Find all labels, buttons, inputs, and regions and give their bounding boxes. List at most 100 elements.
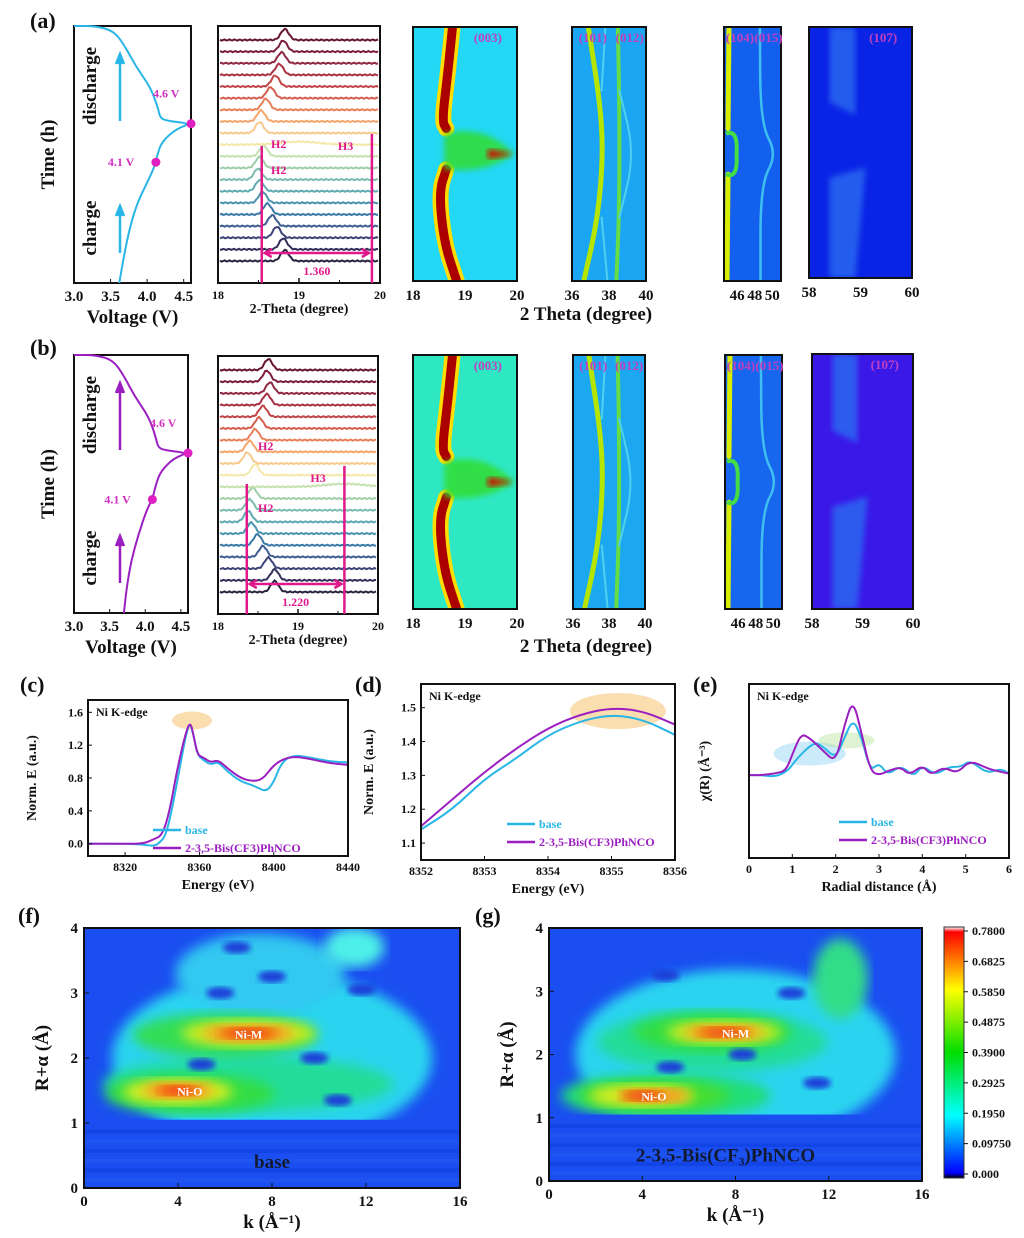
y-tick-label: 0.4	[68, 804, 83, 818]
feature-label-ni-m: Ni-M	[235, 1027, 262, 1041]
panel-label-d: (d)	[355, 672, 382, 697]
x-tick-label: 8320	[113, 860, 137, 874]
x-axis-label: 2-Theta (degree)	[250, 302, 349, 317]
x-tick-label: 58	[802, 285, 817, 301]
y-tick-label: 1.6	[68, 705, 83, 719]
voltage-curve	[74, 354, 185, 614]
h3-104-peak	[726, 458, 740, 506]
e-ft-exafs-group: 0 1 2 3 4 5 6 Radial distance (Å) Ni K-edge base 2…	[746, 683, 1012, 895]
x-tick-label: 60	[906, 616, 921, 632]
heatmap-content	[413, 355, 517, 609]
peak-015-band	[758, 27, 775, 281]
x-tick-label: 8353	[473, 864, 497, 878]
panel-label-c: (c)	[20, 672, 44, 697]
intensity-contour	[812, 938, 868, 1019]
x-axis-label: Voltage (V)	[85, 637, 177, 658]
x-tick-label: 4.0	[136, 619, 155, 635]
heatmap-subpanel: 36 38 40 (101) (012)	[566, 354, 653, 632]
y-tick-label: 0	[536, 1174, 544, 1190]
y-tick-label: 1.2	[68, 738, 83, 752]
x-tick-label: 8354	[536, 864, 560, 878]
peak-012-band	[614, 27, 622, 281]
intensity-contour	[324, 928, 385, 968]
h3-phase-region	[444, 459, 514, 499]
h3-phase-region	[444, 131, 514, 171]
heatmap-background	[572, 27, 646, 281]
peak-101-band	[582, 355, 605, 609]
annotation-4.6V: 4.6 V	[153, 87, 180, 101]
legend-label-additive: 2-3,5-Bis(CF3)PhNCO	[539, 835, 655, 849]
intensity-minimum	[300, 1052, 329, 1064]
y-tick-label: 1.3	[401, 768, 416, 782]
wavelet-content: Ni-O Ni-M base	[84, 928, 460, 1188]
feature-label-ni-m: Ni-M	[722, 1026, 749, 1040]
shift-value: 1.360	[303, 264, 330, 278]
peak-003-band	[438, 27, 457, 134]
y-tick-label: 3	[536, 984, 544, 1000]
x-tick-label: 59	[855, 616, 870, 632]
xrd-scan-trace	[219, 74, 379, 89]
heatmap-subpanel: 46 48 50 (104) (015)	[723, 26, 783, 304]
xrd-scan-trace	[219, 544, 377, 559]
x-axis-label: Energy (eV)	[182, 878, 255, 893]
plot-frame	[808, 26, 913, 279]
x-tick-label: 4.0	[138, 289, 157, 305]
hkl-label: (012)	[615, 358, 643, 373]
x-tick-label: 0	[746, 862, 752, 876]
xrd-scan-trace	[219, 226, 379, 240]
double-arrow-icon	[262, 247, 372, 259]
peak-101-band	[581, 27, 605, 281]
x-tick-label: 38	[602, 288, 617, 304]
xrd-scan-trace	[219, 248, 379, 263]
heatmap-background	[573, 355, 645, 609]
low-r-stripe	[549, 1152, 922, 1157]
arrow-up-icon	[114, 202, 126, 253]
intensity-contour	[158, 1085, 198, 1096]
xrd-scan-trace	[220, 381, 377, 396]
xrd-scan-trace	[219, 427, 377, 442]
xrd-scan-trace	[219, 404, 377, 419]
x-tick-label: 5	[963, 862, 969, 876]
feature-label-ni-o: Ni-O	[641, 1090, 666, 1104]
x-axis-label: Energy (eV)	[512, 882, 585, 897]
low-r-stripe	[549, 1171, 922, 1176]
voltage-marker-4.1V	[147, 494, 157, 504]
peak-107-band	[829, 167, 866, 278]
heatmap-background	[812, 354, 913, 609]
xrd-scan-trace	[219, 190, 379, 205]
x-tick-label: 4	[174, 1194, 182, 1210]
annotation-4.1V: 4.1 V	[108, 155, 135, 169]
peak-104-band	[724, 171, 731, 281]
x-tick-label: 8	[268, 1194, 276, 1210]
x-tick-label: 8356	[663, 864, 687, 878]
y-tick-label: 1.2	[401, 802, 416, 816]
intensity-minimum	[728, 1048, 757, 1061]
y-tick-label: 1.4	[401, 735, 416, 749]
arrow-up-icon	[114, 379, 126, 450]
colorbar-tick-label: 0.5850	[972, 985, 1005, 999]
x-tick-label: 6	[1006, 862, 1012, 876]
low-r-stripe	[84, 1168, 460, 1173]
y-tick-label: 2	[536, 1048, 544, 1064]
colorbar-tick-label: 0.3900	[972, 1046, 1005, 1060]
xrd-scan-trace	[219, 497, 377, 512]
x-tick-label: 12	[821, 1187, 836, 1203]
b-heatmaps-group: 18 19 20 (003) 36 38 40 (101) (012) 46 48 50 (104) (0…	[406, 353, 921, 657]
panel-label-e: (e)	[693, 672, 717, 697]
xrd-scan-trace	[219, 520, 377, 536]
c-xanes-group: 8320 8360 8400 8440 0.0 0.4 0.8 1.2 1.6 Energy (e…	[68, 699, 360, 893]
xrd-scan-trace	[219, 415, 377, 431]
colorbar-gradient	[943, 926, 965, 1179]
hkl-label: (101)	[579, 30, 607, 45]
voltage-marker-4.6V	[183, 448, 193, 458]
x-axis-label: 2 Theta (degree)	[520, 636, 652, 657]
hkl-label: (015)	[754, 30, 782, 45]
heatmap-content	[573, 355, 645, 609]
colorbar-tick-label: 0.4875	[972, 1015, 1005, 1029]
y-tick-label: 1.1	[401, 836, 416, 850]
colorbar-tick-label: 0.2925	[972, 1076, 1005, 1090]
x-tick-label: 40	[638, 616, 653, 632]
x-axis-label: Voltage (V)	[87, 307, 179, 328]
intensity-minimum	[347, 983, 376, 996]
